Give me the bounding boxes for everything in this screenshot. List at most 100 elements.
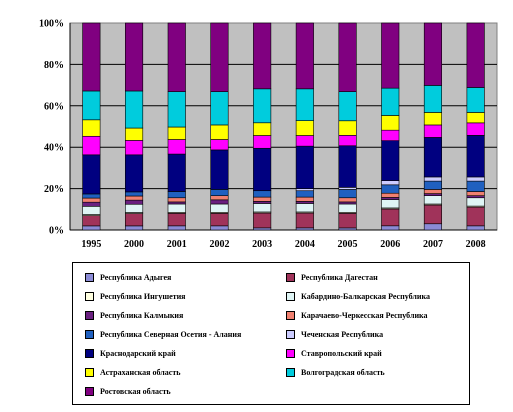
bar-segment — [124, 225, 144, 231]
legend-label: Ростовская область — [100, 387, 171, 397]
bar-segment — [124, 191, 144, 197]
bar-stack-2005 — [338, 22, 357, 231]
bar-segment — [423, 204, 443, 225]
bar-segment — [381, 208, 400, 227]
bar-segment — [82, 193, 101, 199]
bar-segment — [167, 126, 186, 140]
bar-segment — [338, 197, 357, 203]
bar-segment — [295, 145, 314, 189]
bar-segment — [253, 88, 272, 124]
y-tick-label: 80% — [44, 60, 64, 71]
bar-segment — [381, 129, 400, 141]
bar-stack-2000 — [124, 22, 144, 231]
bar-segment — [253, 122, 272, 136]
bar-stack-2002 — [210, 22, 229, 231]
legend-label: Республика Ингушетия — [100, 292, 186, 302]
bar-segment — [338, 227, 357, 231]
legend-item: Краснодарский край — [85, 348, 176, 359]
x-tick-label: 2006 — [380, 239, 400, 250]
x-tick-label: 2005 — [338, 239, 358, 250]
bar-stack-1995 — [82, 22, 101, 231]
bar-segment — [210, 189, 229, 196]
bar-segment — [295, 120, 314, 136]
legend-swatch — [85, 291, 94, 301]
bar-segment — [124, 195, 144, 201]
bar-segment — [253, 190, 272, 198]
bar-segment — [167, 201, 186, 205]
bar-segment — [210, 225, 229, 231]
bar-segment — [295, 190, 314, 198]
bar-segment — [82, 90, 101, 121]
x-axis-ticks: 1995 2000 2001 2002 2003 2004 2005 2006 2007 2008 — [81, 239, 485, 250]
legend-swatch — [286, 291, 295, 301]
bar-segment — [381, 199, 400, 209]
bar-segment — [253, 196, 272, 202]
bar-segment — [167, 191, 186, 199]
legend-label: Республика Адыгея — [100, 273, 172, 283]
y-tick-label: 60% — [44, 101, 64, 112]
bar-segment — [82, 201, 101, 207]
bar-segment — [124, 90, 144, 129]
legend-label: Республика Калмыкия — [100, 311, 184, 321]
bar-segment — [381, 22, 400, 89]
bar-segment — [253, 22, 272, 90]
legend-label: Волгоградская область — [301, 368, 385, 378]
bar-segment — [466, 180, 485, 192]
bar-segment — [82, 197, 101, 203]
bar-segment — [82, 22, 101, 92]
bar-segment — [253, 203, 272, 213]
bar-segment — [82, 154, 101, 195]
bar-segment — [167, 225, 186, 231]
bar-segment — [338, 135, 357, 147]
bar-segment — [381, 180, 400, 186]
y-tick-label: 0% — [49, 226, 64, 237]
bar-segment — [381, 87, 400, 116]
bar-segment — [124, 154, 144, 193]
bar-segment — [423, 189, 443, 194]
legend-item: Астраханская область — [85, 367, 180, 378]
legend-swatch — [85, 367, 94, 377]
bar-segment — [253, 147, 272, 192]
legend-item: Республика Ингушетия — [85, 291, 186, 302]
legend-swatch — [286, 367, 295, 377]
bar-segment — [253, 212, 272, 229]
bar-segment — [338, 120, 357, 136]
bar-segment — [253, 135, 272, 149]
bar-segment — [210, 139, 229, 151]
bar-segment — [167, 139, 186, 155]
bar-segment — [466, 197, 485, 207]
bar-segment — [210, 203, 229, 213]
bar-segment — [466, 176, 485, 182]
legend-swatch — [85, 329, 94, 339]
bar-segment — [466, 206, 485, 227]
bar-segment — [338, 187, 357, 190]
bar-segment — [423, 112, 443, 126]
bar-segment — [423, 223, 443, 231]
legend-swatch — [286, 272, 295, 282]
bar-segment — [124, 22, 144, 92]
legend-item: Кабардино-Балкарская Республика — [286, 291, 430, 302]
bar-segment — [466, 87, 485, 113]
legend-item: Республика Адыгея — [85, 272, 172, 283]
legend-item: Ростовская область — [85, 386, 171, 397]
bar-segment — [381, 115, 400, 131]
x-tick-label: 2002 — [209, 239, 229, 250]
bar-segment — [338, 213, 357, 229]
legend-label: Республика Дагестан — [301, 273, 378, 283]
bar-segment — [124, 203, 144, 213]
bar-segment — [82, 206, 101, 215]
bar-segment — [423, 85, 443, 113]
legend-item: Республика Дагестан — [286, 272, 378, 283]
bar-segment — [466, 112, 485, 124]
x-tick-label: 2001 — [167, 239, 187, 250]
bar-segment — [167, 91, 186, 128]
bar-segment — [381, 140, 400, 181]
bar-segment — [295, 196, 314, 202]
bar-stack-2007 — [423, 22, 443, 231]
bar-segment — [466, 135, 485, 178]
bar-segment — [381, 184, 400, 194]
bar-segment — [295, 212, 314, 229]
bar-segment — [381, 225, 400, 231]
legend-label: Ставропольский край — [301, 349, 382, 359]
